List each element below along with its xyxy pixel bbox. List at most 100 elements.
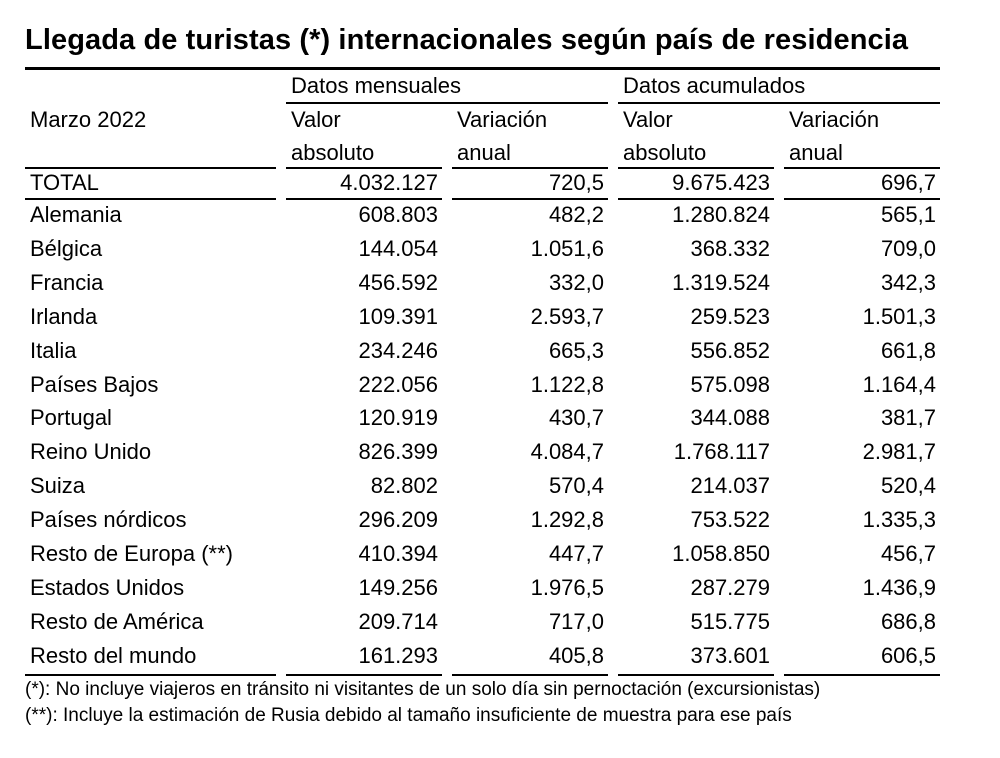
row-monthly-variation: 1.292,8 xyxy=(530,507,604,532)
row-cumulative-value: 1.280.824 xyxy=(672,202,770,227)
total-cumulative-variation: 696,7 xyxy=(880,170,936,195)
row-monthly-variation: 1.976,5 xyxy=(530,575,604,600)
row-label: Alemania xyxy=(30,202,122,227)
monthly-group-rule xyxy=(286,102,608,104)
row-label: Resto del mundo xyxy=(30,643,197,668)
header-monthly-group: Datos mensuales xyxy=(291,73,461,98)
bottom-rule-name xyxy=(25,674,276,676)
header-monthly-variation: Variación xyxy=(457,107,548,132)
header-monthly-value-2: absoluto xyxy=(291,140,375,165)
row-monthly-value: 410.394 xyxy=(358,541,438,566)
row-label: Italia xyxy=(30,338,77,363)
row-monthly-value: 109.391 xyxy=(358,304,438,329)
row-label: Bélgica xyxy=(30,236,103,261)
header-rule-c2 xyxy=(452,167,608,169)
page-title: Llegada de turistas (*) internacionales … xyxy=(25,24,909,56)
row-cumulative-variation: 1.436,9 xyxy=(862,575,936,600)
bottom-rule-c3 xyxy=(618,674,774,676)
row-cumulative-variation: 342,3 xyxy=(880,270,936,295)
header-cumulative-variation-2: anual xyxy=(789,140,843,165)
header-rule-c4 xyxy=(784,167,940,169)
row-cumulative-value: 368.332 xyxy=(690,236,770,261)
row-monthly-variation: 717,0 xyxy=(548,609,604,634)
row-monthly-variation: 4.084,7 xyxy=(530,439,604,464)
row-monthly-value: 149.256 xyxy=(358,575,438,600)
row-monthly-variation: 665,3 xyxy=(548,338,604,363)
row-cumulative-value: 1.058.850 xyxy=(672,541,770,566)
row-monthly-value: 296.209 xyxy=(358,507,438,532)
header-rule-c3 xyxy=(618,167,774,169)
total-monthly-variation: 720,5 xyxy=(548,170,604,195)
row-label: Resto de Europa (**) xyxy=(30,541,233,566)
row-cumulative-variation: 606,5 xyxy=(880,643,936,668)
total-rule-c1 xyxy=(286,198,442,200)
row-cumulative-variation: 686,8 xyxy=(880,609,936,634)
row-cumulative-variation: 456,7 xyxy=(880,541,936,566)
row-label: Países Bajos xyxy=(30,372,159,397)
total-label: TOTAL xyxy=(30,170,99,195)
row-cumulative-value: 214.037 xyxy=(690,473,770,498)
row-monthly-variation: 570,4 xyxy=(548,473,604,498)
row-cumulative-value: 1.768.117 xyxy=(673,439,770,464)
row-monthly-value: 222.056 xyxy=(358,372,438,397)
cumulative-group-rule xyxy=(618,102,940,104)
row-monthly-variation: 482,2 xyxy=(548,202,604,227)
row-cumulative-variation: 1.335,3 xyxy=(862,507,936,532)
header-rule-name xyxy=(25,167,276,169)
row-monthly-variation: 430,7 xyxy=(548,405,604,430)
row-cumulative-value: 515.775 xyxy=(690,609,770,634)
row-label: Francia xyxy=(30,270,104,295)
row-label: Suiza xyxy=(30,473,86,498)
total-rule-c4 xyxy=(784,198,940,200)
row-monthly-value: 82.802 xyxy=(370,473,438,498)
bottom-rule-c4 xyxy=(784,674,940,676)
bottom-rule-c1 xyxy=(286,674,442,676)
top-rule xyxy=(25,67,940,70)
total-monthly-value: 4.032.127 xyxy=(340,170,438,195)
row-cumulative-variation: 520,4 xyxy=(880,473,936,498)
row-cumulative-variation: 2.981,7 xyxy=(862,439,936,464)
row-label: Reino Unido xyxy=(30,439,152,464)
row-monthly-value: 144.054 xyxy=(358,236,438,261)
row-monthly-variation: 447,7 xyxy=(548,541,604,566)
row-label: Portugal xyxy=(30,405,112,430)
row-monthly-value: 608.803 xyxy=(358,202,438,227)
row-cumulative-value: 259.523 xyxy=(690,304,770,329)
total-cumulative-value: 9.675.423 xyxy=(672,170,770,195)
row-monthly-value: 161.293 xyxy=(358,643,438,668)
row-monthly-value: 120.919 xyxy=(358,405,438,430)
row-label: Irlanda xyxy=(30,304,98,329)
row-cumulative-value: 287.279 xyxy=(690,575,770,600)
row-monthly-value: 209.714 xyxy=(358,609,438,634)
row-monthly-variation: 1.051,6 xyxy=(530,236,604,261)
bottom-rule-c2 xyxy=(452,674,608,676)
row-cumulative-value: 575.098 xyxy=(690,372,770,397)
header-monthly-value: Valor xyxy=(291,107,341,132)
row-monthly-value: 826.399 xyxy=(358,439,438,464)
row-cumulative-variation: 661,8 xyxy=(880,338,936,363)
row-monthly-value: 456.592 xyxy=(358,270,438,295)
total-rule-name xyxy=(25,198,276,200)
header-cumulative-group: Datos acumulados xyxy=(623,73,806,98)
total-rule-c3 xyxy=(618,198,774,200)
row-cumulative-variation: 1.501,3 xyxy=(862,304,936,329)
row-cumulative-value: 373.601 xyxy=(690,643,770,668)
row-cumulative-variation: 565,1 xyxy=(880,202,936,227)
row-monthly-variation: 2.593,7 xyxy=(530,304,604,329)
footnote-1: (*): No incluye viajeros en tránsito ni … xyxy=(25,679,821,700)
header-cumulative-value-2: absoluto xyxy=(623,140,707,165)
header-rule-c1 xyxy=(286,167,442,169)
header-monthly-variation-2: anual xyxy=(457,140,511,165)
row-monthly-value: 234.246 xyxy=(358,338,438,363)
row-label: Países nórdicos xyxy=(30,507,187,532)
row-cumulative-variation: 709,0 xyxy=(880,236,936,261)
row-monthly-variation: 332,0 xyxy=(548,270,604,295)
header-period: Marzo 2022 xyxy=(30,107,147,132)
row-label: Resto de América xyxy=(30,609,204,634)
row-cumulative-value: 556.852 xyxy=(690,338,770,363)
row-cumulative-variation: 1.164,4 xyxy=(862,372,936,397)
row-monthly-variation: 1.122,8 xyxy=(530,372,604,397)
row-cumulative-value: 344.088 xyxy=(690,405,770,430)
row-monthly-variation: 405,8 xyxy=(548,643,604,668)
footnote-2: (**): Incluye la estimación de Rusia deb… xyxy=(25,705,792,726)
